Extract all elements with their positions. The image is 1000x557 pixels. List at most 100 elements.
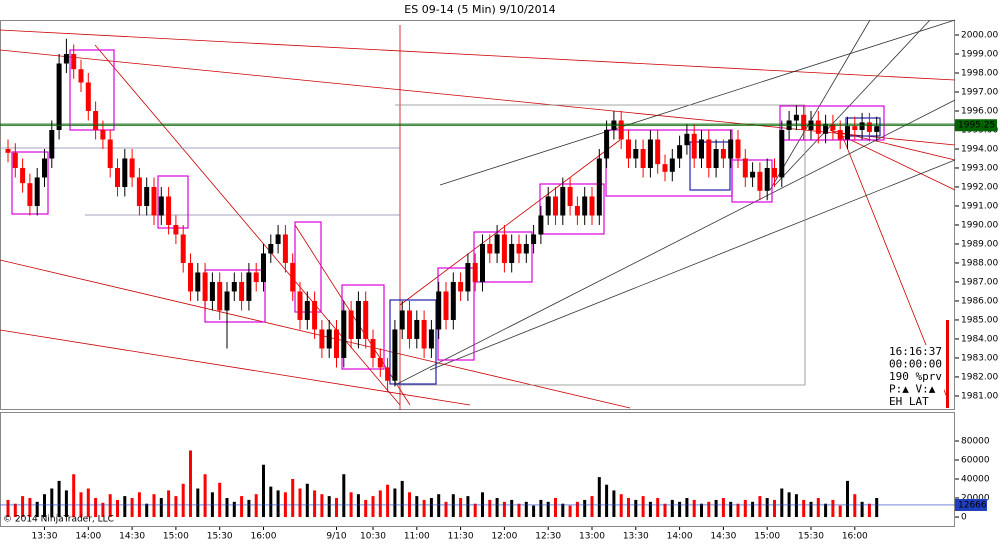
trend-line: [829, 129, 956, 161]
volume-bar: [590, 496, 594, 518]
candle-body: [742, 158, 748, 178]
chart-title: ES 09-14 (5 Min) 9/10/2014: [404, 3, 555, 16]
last-price-tag: [955, 119, 997, 132]
volume-bar: [517, 503, 521, 518]
range-box: [731, 159, 773, 203]
y-tick-label: 1987.00: [961, 277, 998, 287]
candle-body: [100, 129, 106, 140]
volume-bar: [700, 503, 703, 518]
volume-bar: [356, 494, 360, 518]
volume-bar: [371, 496, 375, 518]
timer-bar: [946, 320, 949, 408]
candle-body: [494, 234, 500, 254]
volume-bar: [765, 498, 769, 518]
volume-bar: [707, 501, 711, 518]
volume-panel-border: [0, 412, 955, 527]
y-tick-label: 80000: [961, 436, 990, 446]
candle-body: [713, 148, 719, 168]
volume-bar: [758, 496, 762, 518]
y-tick-label: 1985.00: [961, 315, 998, 325]
volume-bar: [773, 499, 776, 518]
volume-bar: [232, 501, 236, 518]
volume-bar: [415, 496, 419, 518]
last-price-label: 1995.25: [958, 121, 995, 131]
volume-bar: [437, 494, 441, 518]
volume-bar: [101, 502, 105, 518]
volume-bar: [685, 498, 689, 518]
info-text: P:▲ V:▲: [889, 383, 936, 396]
candle-body: [523, 243, 529, 254]
candle-body: [407, 310, 412, 339]
candle-body: [706, 139, 712, 168]
x-tick-label: 15:30: [207, 532, 233, 542]
volume-bar: [108, 494, 112, 518]
volume-bar: [561, 503, 565, 518]
volume-bar: [116, 499, 119, 518]
info-text: 16:16:37: [889, 345, 942, 358]
info-text: 190 %prv: [889, 370, 942, 383]
volume-bar: [824, 503, 828, 518]
candle-body: [166, 196, 172, 225]
volume-bar: [605, 484, 609, 518]
candle-body: [217, 281, 223, 311]
x-tick-label: 15:00: [754, 532, 780, 542]
candle-body: [845, 126, 850, 140]
volume-bar: [648, 501, 652, 518]
volume-bar: [159, 498, 163, 518]
candle-body: [837, 129, 843, 140]
candle-body: [633, 148, 639, 159]
candle-body: [604, 129, 610, 159]
volume-bar: [57, 480, 61, 518]
candle-body: [115, 167, 120, 187]
x-tick-label: 12:00: [491, 532, 517, 542]
candle-body: [136, 177, 142, 206]
candle-body: [122, 158, 128, 187]
candle-body: [399, 310, 405, 330]
volume-bar: [809, 501, 813, 518]
volume-bar: [254, 494, 258, 518]
candle-body: [480, 243, 485, 282]
last-volume-tag: [955, 498, 987, 511]
volume-bar: [481, 492, 484, 518]
volume-bar: [145, 503, 149, 518]
volume-bar: [860, 501, 864, 518]
range-box: [539, 183, 605, 235]
volume-bar: [787, 492, 791, 518]
x-tick-label: 16:00: [251, 532, 277, 542]
candle-body: [202, 272, 208, 301]
volume-bar: [218, 482, 222, 518]
candle-body: [107, 139, 113, 168]
trend-line: [0, 29, 956, 81]
trend-line: [769, 19, 871, 191]
candle-body: [27, 183, 33, 206]
volume-bar: [386, 484, 390, 518]
y-tick-label: 1982.00: [961, 372, 998, 382]
volume-bar: [72, 474, 76, 518]
info-text: EH LAT: [889, 395, 929, 408]
volume-bar: [327, 496, 331, 518]
volume-bar: [378, 490, 382, 518]
volume-bar: [612, 490, 616, 518]
volume-bar: [721, 498, 725, 518]
candle-body: [823, 124, 829, 134]
candle-body: [56, 63, 62, 130]
volume-bar: [714, 499, 718, 518]
candle-body: [465, 262, 471, 292]
volume-bar: [130, 498, 134, 518]
volume-bar: [729, 501, 733, 518]
candle-body: [574, 205, 580, 216]
trend-line: [439, 19, 956, 186]
y-tick-label: 60000: [961, 455, 990, 465]
candle-body: [224, 291, 230, 311]
candle-body: [852, 126, 858, 130]
volume-bar: [313, 490, 317, 518]
volume-bar: [692, 499, 696, 518]
trend-line: [0, 49, 956, 146]
range-box: [473, 231, 533, 283]
volume-bar: [575, 501, 579, 518]
candle-body: [385, 367, 391, 381]
candle-body: [239, 281, 245, 301]
volume-bar: [583, 499, 587, 518]
candle-body: [49, 129, 55, 159]
